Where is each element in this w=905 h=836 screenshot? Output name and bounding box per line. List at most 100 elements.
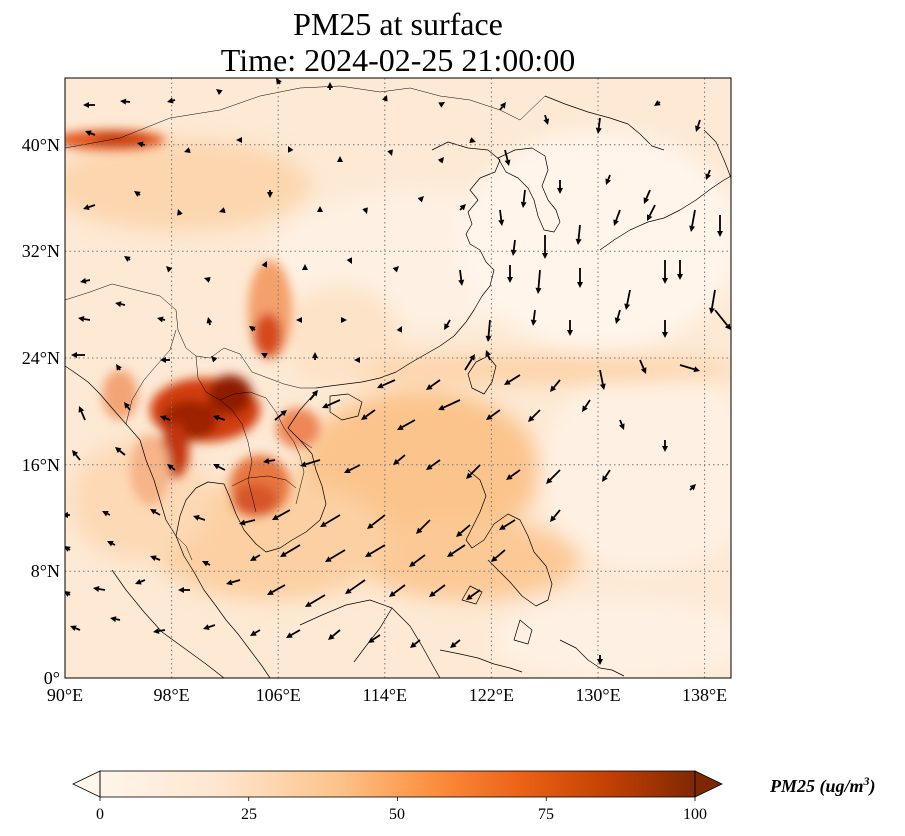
wind-arrow-shaft — [711, 289, 716, 309]
wind-arrow-head — [605, 178, 612, 185]
wind-arrow-shaft — [208, 322, 211, 326]
wind-arrow-head — [550, 515, 557, 522]
wind-arrow-shaft — [119, 450, 126, 456]
wind-arrow-head — [582, 405, 588, 412]
wind-arrow-head — [520, 201, 527, 208]
wind-arrow-shaft — [128, 258, 131, 261]
wind-arrow-head — [458, 279, 465, 286]
wind-arrow-head — [504, 159, 511, 166]
wind-arrow-shaft — [508, 374, 521, 383]
wind-arrow-head — [595, 127, 602, 134]
wind-arrow-head — [267, 589, 274, 595]
wind-arrow-head — [219, 207, 226, 213]
wind-arrow-shaft — [165, 417, 171, 421]
wind-arrow-shaft — [490, 409, 501, 418]
wind-arrow-head — [312, 352, 318, 358]
wind-arrow-shaft — [271, 584, 286, 593]
wind-arrow-head — [466, 472, 473, 479]
wind-arrow-shaft — [284, 544, 301, 555]
wind-arrow-head — [202, 561, 209, 567]
wind-arrow-head — [397, 424, 404, 430]
wind-arrow-shaft — [305, 459, 321, 466]
wind-arrow-head — [150, 555, 157, 562]
wind-arrow-shaft — [253, 328, 256, 331]
wind-arrow-head — [115, 447, 122, 454]
wind-arrow-head — [178, 587, 184, 593]
wind-arrow-shaft — [231, 579, 241, 584]
wind-arrow-head — [367, 522, 374, 529]
wind-arrow-shaft — [83, 318, 91, 321]
wind-arrow-shaft — [499, 106, 504, 111]
wind-arrow-head — [368, 637, 375, 643]
wind-arrow-shaft — [697, 119, 701, 127]
lon-label-98e: 98°E — [153, 685, 189, 705]
wind-arrow-shaft — [75, 627, 81, 631]
wind-arrow-shaft — [503, 519, 516, 528]
wind-arrow-shaft — [549, 469, 561, 481]
wind-arrow-shaft — [626, 289, 631, 305]
wind-arrow-shaft — [454, 639, 461, 645]
wind-arrow-head — [510, 249, 517, 256]
wind-arrow-head — [296, 317, 302, 323]
wind-arrow-head — [267, 192, 273, 198]
colorbar-gradient — [100, 771, 695, 797]
wind-arrow-head — [528, 415, 535, 422]
wind-arrow-shaft — [118, 368, 121, 371]
colorbar-max-extend — [694, 770, 723, 798]
wind-arrow-shaft — [106, 512, 111, 516]
wind-arrow-head — [624, 303, 631, 310]
wind-arrow-shaft — [689, 487, 693, 491]
wind-arrow-shaft — [88, 204, 96, 208]
wind-arrow-head — [317, 206, 323, 212]
wind-arrow-head — [417, 196, 424, 203]
wind-arrow-shaft — [459, 524, 471, 534]
wind-arrow-head — [78, 406, 85, 413]
wind-arrow-shaft — [244, 519, 256, 524]
wind-arrow-shaft — [459, 207, 463, 211]
wind-arrow-head — [65, 591, 71, 597]
wind-arrow-head — [322, 402, 329, 409]
wind-arrow-head — [456, 530, 463, 537]
wind-arrow-shaft — [142, 143, 146, 146]
wind-arrow-head — [85, 130, 92, 137]
wind-arrow-head — [134, 191, 141, 197]
wind-arrow-shaft — [531, 409, 541, 419]
wind-arrow-head — [577, 282, 583, 288]
wind-arrow-head — [65, 546, 71, 552]
wind-arrow-head — [662, 446, 668, 452]
wind-arrow-shaft — [504, 149, 509, 161]
wind-arrow-shaft — [324, 514, 341, 525]
wind-arrow-head — [124, 256, 131, 262]
wind-arrow-shaft — [369, 544, 386, 555]
wind-arrow-head — [213, 464, 220, 470]
wind-arrow-head — [203, 624, 210, 630]
wind-arrow-head — [396, 326, 402, 333]
wind-arrow-shaft — [464, 358, 473, 371]
colorbar — [72, 770, 723, 801]
wind-arrow-shaft — [691, 209, 696, 227]
wind-arrow-shaft — [532, 309, 536, 321]
wind-arrow-shaft — [206, 562, 211, 566]
wind-arrow-shaft — [155, 557, 161, 561]
wind-arrow-head — [177, 209, 183, 216]
map-title: PM25 at surface — [293, 6, 503, 42]
wind-arrow-head — [93, 586, 100, 592]
wind-arrow-shaft — [111, 542, 116, 546]
wind-arrow-head — [135, 578, 142, 585]
wind-arrow-head — [305, 601, 312, 607]
wind-arrow-shaft — [276, 509, 291, 518]
colorbar-ticks — [99, 797, 696, 801]
wind-arrow-head — [110, 616, 117, 623]
wind-arrow-head — [288, 146, 294, 153]
wind-arrow-shaft — [577, 224, 581, 240]
wind-arrow-head — [392, 266, 399, 273]
wind-arrow-head — [599, 383, 606, 390]
wind-arrow-shaft — [553, 509, 561, 518]
wind-arrow-head — [429, 591, 436, 597]
wind-arrow-head — [354, 357, 360, 363]
wind-arrow-head — [193, 515, 200, 521]
wind-arrow-shaft — [158, 629, 166, 632]
wind-arrow-head — [416, 527, 423, 534]
wind-arrow-shaft — [430, 459, 441, 468]
